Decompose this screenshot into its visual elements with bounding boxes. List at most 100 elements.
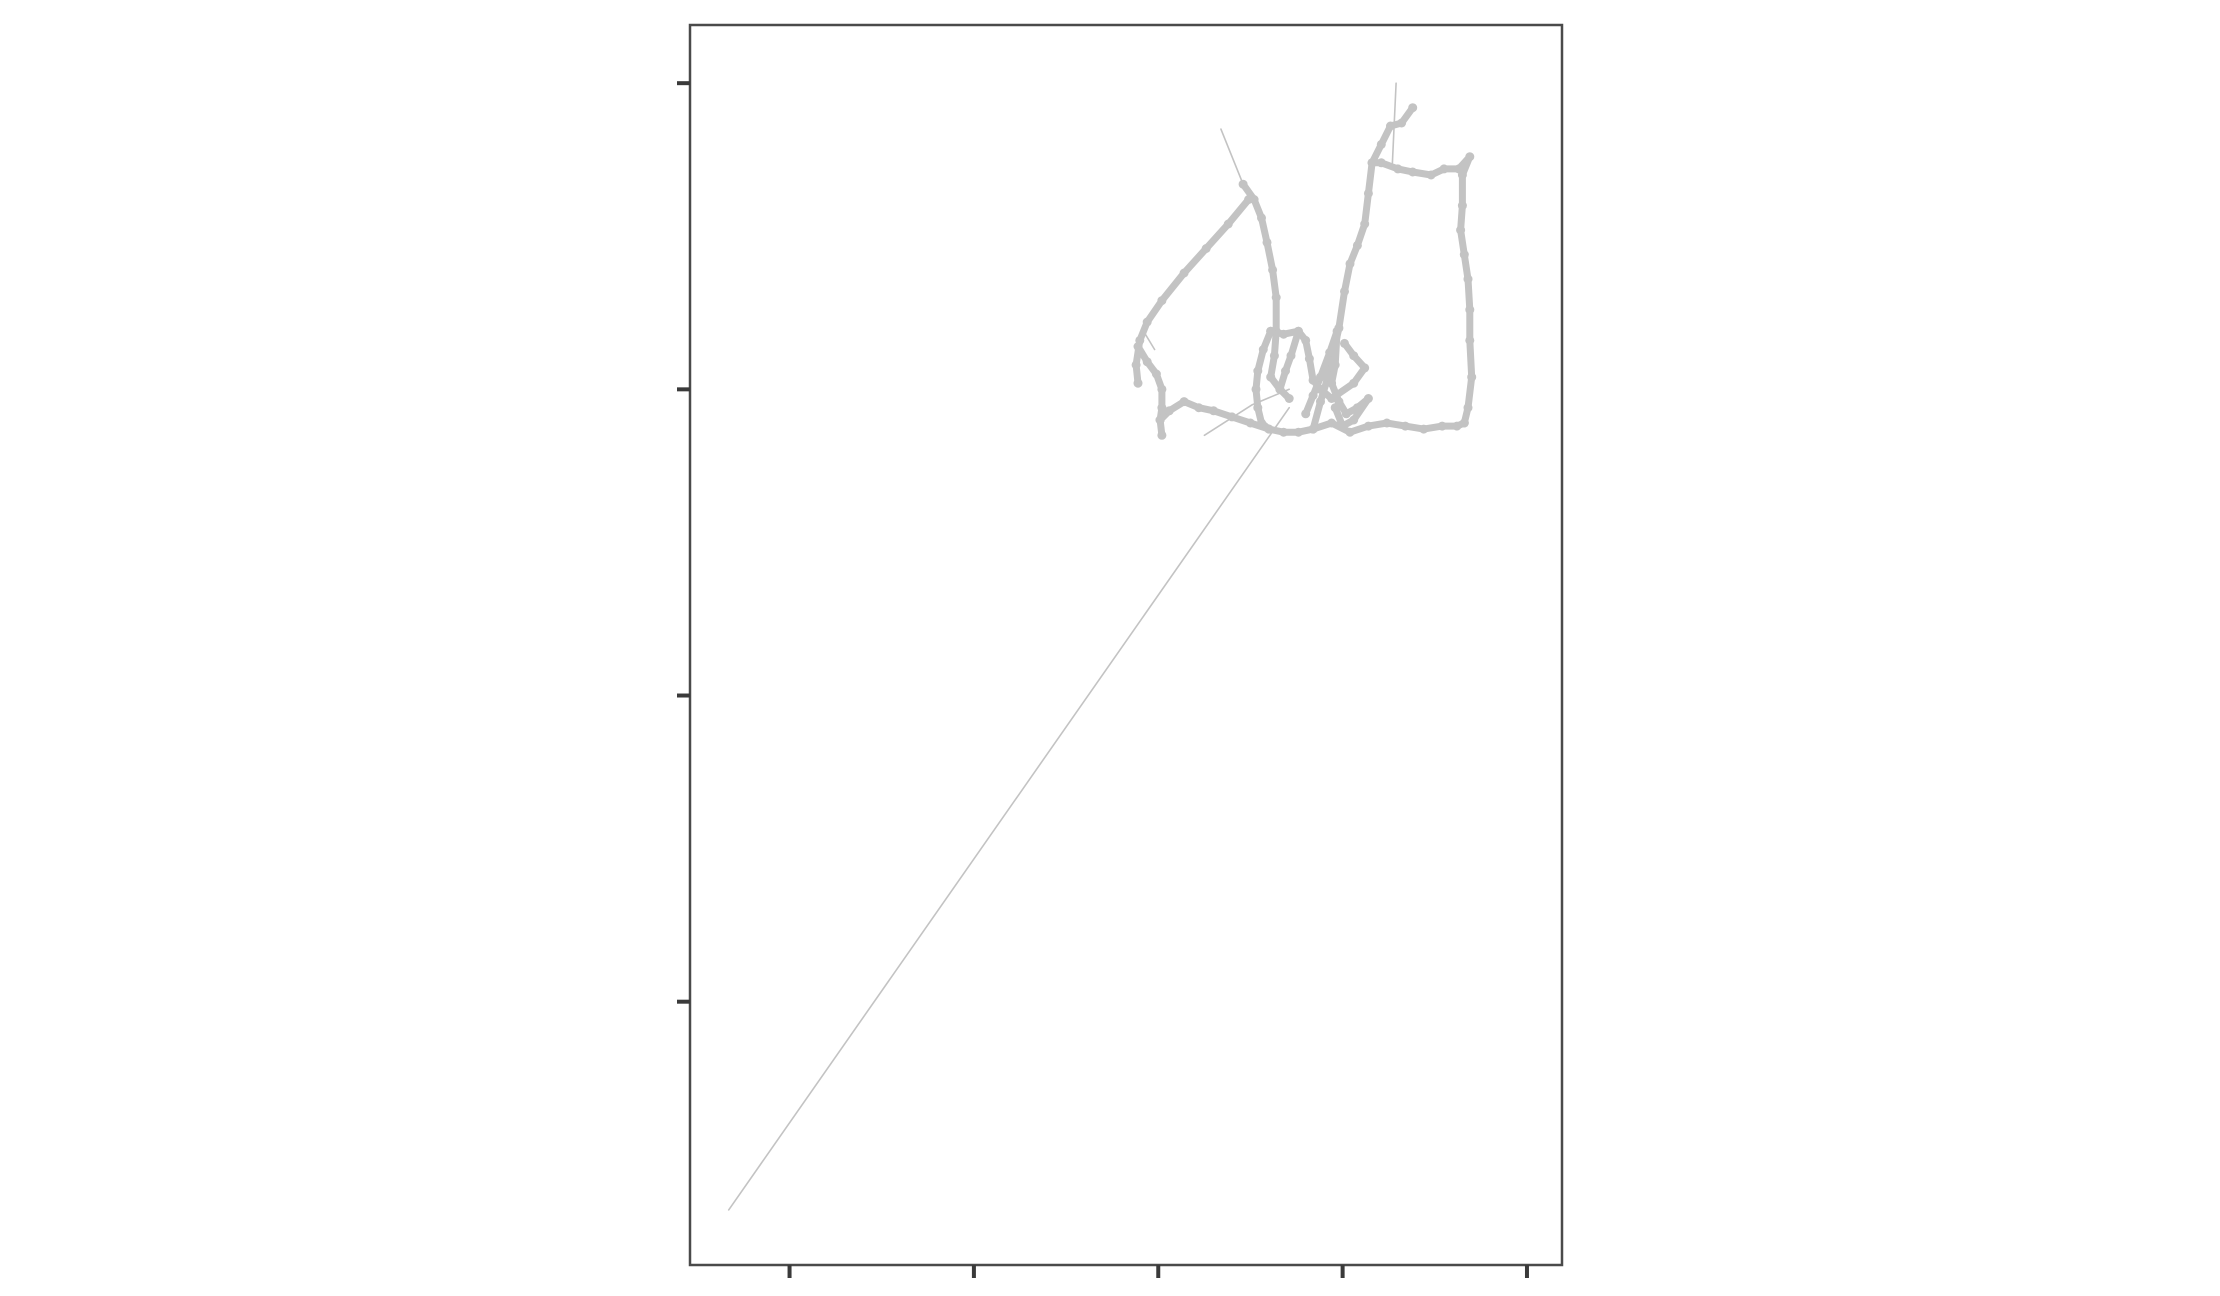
track-point-17-5 [1253,403,1263,413]
track-point-15-2 [1308,391,1318,400]
track-line-18 [1276,327,1302,393]
track-point-17-1 [1266,326,1276,336]
track-point-7-8 [1131,360,1141,370]
track-point-6-9 [1266,372,1276,382]
track-lines [727,82,1476,1211]
track-point-6-8 [1269,351,1279,361]
track-point-12-1 [1459,418,1469,428]
track-point-10-1 [1155,415,1165,425]
track-point-11-4 [1363,421,1373,431]
track-point-12-8 [1456,225,1466,235]
track-point-13-10 [1316,397,1325,407]
track-point-8-4 [1157,384,1167,394]
track-point-17-4 [1251,384,1261,394]
track-point-13-6 [1340,286,1349,296]
track-point-12-6 [1463,274,1473,284]
track-point-10-10 [1293,427,1303,437]
track-point-18-3 [1281,366,1290,376]
track-dots [1131,103,1477,440]
track-point-7-9 [1133,378,1143,388]
track-point-10-5 [1209,406,1219,416]
track-point-10-2 [1164,406,1174,416]
track-point-15-4 [1325,348,1335,358]
x-axis-ticks [787,1265,1529,1278]
track-point-10-6 [1227,412,1237,422]
track-line-1 [727,406,1290,1211]
track-point-7-4 [1179,268,1189,278]
track-point-7-2 [1223,219,1233,229]
track-point-8-5 [1157,403,1167,413]
track-point-16-11 [1349,351,1359,361]
track-point-7-3 [1201,244,1211,253]
track-point-12-12 [1454,164,1464,174]
track-point-17-2 [1258,345,1268,354]
track-point-17-6 [1257,418,1266,428]
track-point-12-13 [1439,164,1449,174]
track-point-17-7 [1264,424,1274,434]
track-point-10-4 [1194,403,1204,413]
track-point-14-3 [1386,121,1395,131]
track-point-11-2 [1327,418,1337,428]
track-point-18-1 [1293,326,1303,336]
track-point-7-6 [1142,317,1152,327]
track-point-8-3 [1151,369,1161,379]
track-point-16-8 [1327,394,1337,403]
track-point-16-10 [1360,363,1370,373]
track-point-14-4 [1397,118,1407,128]
track-point-8-1 [1133,342,1143,351]
track-point-15-14 [1330,403,1340,413]
track-point-15-7 [1327,378,1337,388]
track-point-10-9 [1279,427,1289,437]
track-point-10-7 [1245,418,1255,428]
track-point-12-14 [1426,170,1436,180]
track-point-7-1 [1244,195,1254,204]
track-point-6-11 [1284,394,1294,403]
track-point-16-12 [1340,338,1349,348]
track-point-15-6 [1330,360,1340,370]
track-point-17-3 [1253,366,1263,376]
track-point-12-2 [1463,403,1473,413]
track-point-12-3 [1467,372,1477,382]
track-point-12-11 [1465,152,1475,162]
track-line-12 [1368,153,1476,427]
plot-frame [688,23,1564,1267]
track-point-12-16 [1393,164,1403,174]
track-point-8-2 [1142,357,1152,367]
track-point-10-3 [1179,397,1189,407]
track-point-16-9 [1349,378,1359,388]
track-point-6-1 [1238,179,1248,189]
track-point-12-4 [1465,335,1475,345]
track-point-16-2 [1279,329,1289,339]
track-point-13-5 [1345,259,1355,269]
track-point-14-1 [1367,158,1377,168]
track-point-18-4 [1275,384,1285,394]
track-point-13-3 [1360,219,1370,229]
track-line-2 [1220,128,1244,185]
track-point-11-7 [1419,424,1429,434]
track-point-15-5 [1332,326,1342,336]
track-point-11-6 [1400,421,1410,431]
track-point-6-3 [1257,213,1266,223]
track-point-11-3 [1345,427,1355,437]
track-point-16-4 [1301,335,1311,345]
track-point-16-5 [1304,354,1314,364]
track-point-11-9 [1452,421,1462,431]
track-point-12-9 [1457,201,1467,211]
track-point-15-11 [1363,394,1373,403]
track-point-6-5 [1268,265,1278,275]
track-point-7-5 [1157,296,1167,306]
track-point-6-6 [1271,293,1281,302]
track-point-13-2 [1363,188,1373,198]
track-point-16-7 [1316,384,1325,394]
track-point-15-13 [1338,421,1348,431]
track-point-11-5 [1382,418,1392,428]
track-point-13-11 [1308,424,1318,434]
track-point-12-5 [1465,305,1475,315]
track-point-15-3 [1316,372,1325,382]
track-line-6 [1239,180,1293,402]
track-point-12-17 [1376,158,1386,168]
track-point-15-10 [1352,403,1362,413]
track-point-16-6 [1308,375,1318,385]
track-point-14-2 [1376,139,1386,149]
